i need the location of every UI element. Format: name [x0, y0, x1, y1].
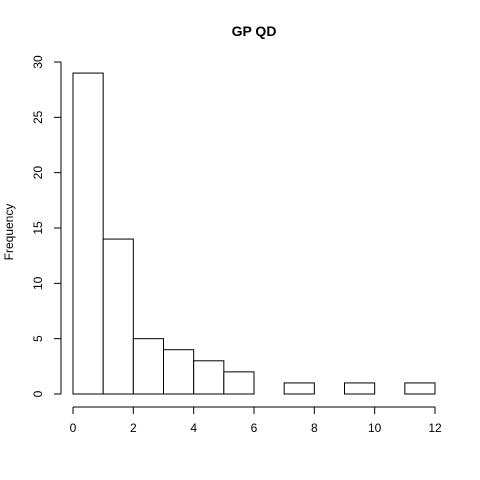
y-axis: 0 5 10 15 20 25 30	[31, 55, 62, 397]
y-tick-label: 0	[31, 390, 45, 397]
histogram-bar	[102, 238, 134, 395]
y-tick-label: 30	[31, 55, 45, 69]
y-tick-label: 15	[31, 221, 45, 235]
histogram-bar	[132, 338, 164, 395]
histogram-bar	[193, 360, 225, 395]
x-tick-label: 8	[311, 421, 318, 435]
x-tick-label: 0	[70, 421, 77, 435]
y-tick-label: 5	[31, 335, 45, 342]
y-tick-label: 25	[31, 110, 45, 124]
y-tick-label: 20	[31, 166, 45, 180]
x-axis: 0 2 4 6 8 10 12	[70, 406, 442, 435]
y-axis-label: Frequency	[2, 204, 16, 261]
x-tick-label: 6	[251, 421, 258, 435]
histogram-bar	[344, 382, 376, 395]
x-tick-label: 2	[130, 421, 137, 435]
histogram-bar	[223, 371, 255, 395]
x-tick-label: 10	[368, 421, 382, 435]
x-tick-label: 12	[428, 421, 442, 435]
histogram-bar	[163, 349, 195, 395]
histogram-bar	[404, 382, 436, 395]
histogram-bar	[283, 382, 315, 395]
chart-title: GP QD	[232, 23, 277, 39]
histogram-bar	[72, 72, 104, 395]
x-tick-label: 4	[190, 421, 197, 435]
bars-group	[72, 72, 436, 395]
y-tick-label: 10	[31, 276, 45, 290]
